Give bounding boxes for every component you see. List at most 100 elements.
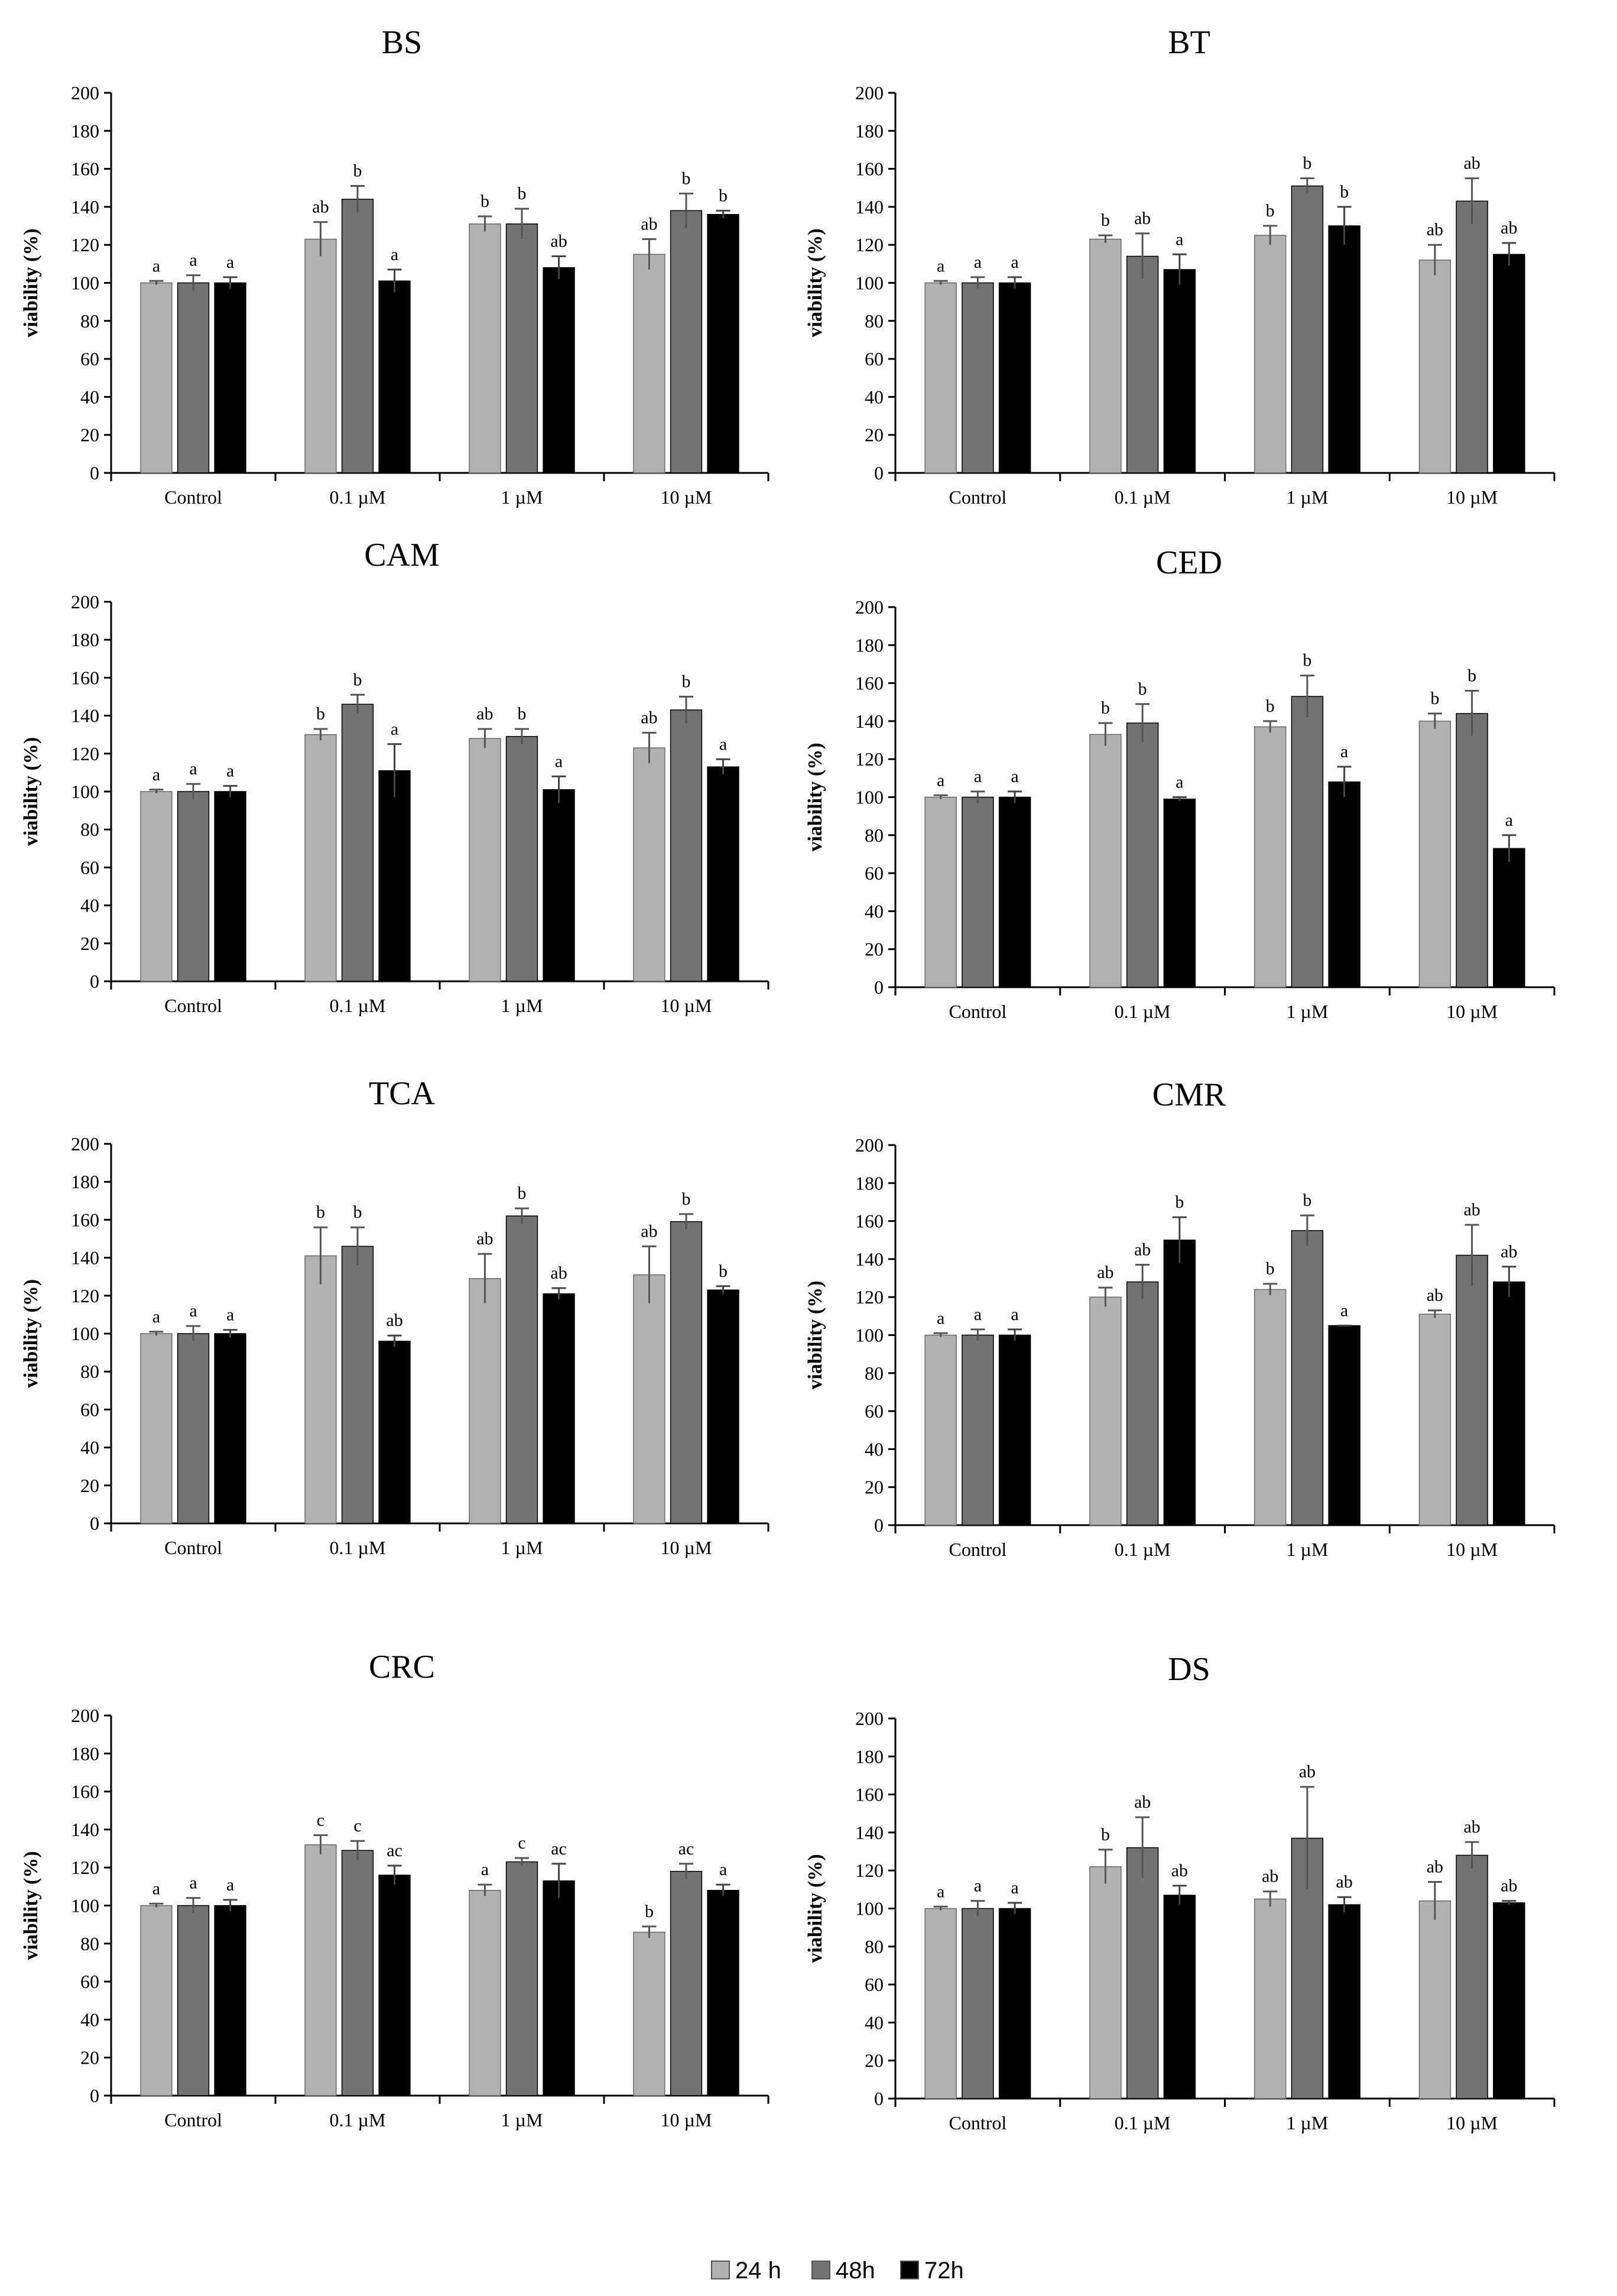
significance-letter: b — [316, 1202, 325, 1222]
y-tick-label: 120 — [855, 1860, 884, 1881]
bar-48h — [505, 736, 538, 982]
x-tick-label: 1 µM — [1286, 487, 1328, 508]
bar-24h — [924, 1908, 957, 2099]
significance-letter: ab — [641, 215, 657, 234]
y-axis-label: viability (%) — [20, 228, 42, 337]
bar-72h — [1328, 1325, 1361, 1526]
y-tick-label: 80 — [865, 1363, 884, 1384]
y-tick-label: 140 — [71, 1247, 99, 1269]
y-tick-label: 40 — [80, 895, 99, 916]
bar-48h — [341, 1246, 374, 1524]
bar-24h — [1254, 235, 1287, 474]
significance-letter: a — [189, 251, 197, 270]
chart-title: DS — [1168, 1651, 1210, 1688]
significance-letter: b — [719, 186, 728, 205]
x-tick-label: 0.1 µM — [330, 2109, 386, 2130]
bar-24h — [1089, 734, 1122, 988]
y-tick-label: 60 — [865, 348, 884, 369]
y-tick-label: 160 — [855, 673, 884, 694]
y-tick-label: 120 — [71, 234, 99, 255]
x-tick-label: 1 µM — [501, 995, 543, 1016]
bar-72h — [543, 789, 575, 982]
significance-letter: ab — [1171, 1861, 1188, 1880]
x-tick-label: Control — [164, 1537, 222, 1558]
y-tick-label: 80 — [865, 1936, 884, 1957]
y-tick-label: 200 — [71, 82, 99, 103]
bar-72h — [1163, 269, 1196, 474]
y-tick-label: 140 — [71, 705, 99, 727]
significance-letter: a — [481, 1860, 489, 1879]
y-tick-label: 60 — [80, 348, 99, 369]
significance-letter: a — [974, 252, 982, 272]
bar-24h — [1418, 1314, 1452, 1526]
significance-letter: a — [719, 734, 727, 754]
bar-72h — [543, 1293, 575, 1524]
significance-letter: ab — [1134, 1792, 1151, 1812]
bar-24h — [633, 747, 665, 982]
y-tick-label: 200 — [855, 1708, 884, 1729]
bar-72h — [214, 1905, 246, 2096]
bar-72h — [214, 791, 246, 982]
bar-24h — [1418, 260, 1452, 474]
y-tick-label: 0 — [90, 462, 99, 484]
y-tick-label: 160 — [855, 1784, 884, 1805]
significance-letter: b — [480, 192, 489, 211]
y-tick-label: 120 — [71, 1857, 99, 1878]
bar-48h — [177, 1333, 210, 1524]
y-tick-label: 140 — [71, 196, 99, 218]
chart-panel-tca: TCA viability (%) 0 20 40 60 80 100 120 140 160 180… — [20, 1075, 769, 1558]
y-tick-label: 100 — [855, 1325, 884, 1346]
significance-letter: a — [937, 1308, 944, 1328]
y-tick-label: 200 — [855, 1134, 884, 1156]
bar-24h — [304, 1844, 337, 2096]
bar-48h — [1126, 255, 1159, 474]
x-tick-label: 0.1 µM — [330, 995, 386, 1016]
y-tick-label: 0 — [874, 2088, 884, 2109]
significance-letter: b — [682, 168, 691, 188]
bar-72h — [1163, 1895, 1196, 2099]
significance-letter: ab — [1501, 1242, 1517, 1261]
y-axis-label: viability (%) — [804, 1280, 826, 1389]
y-axis-label: viability (%) — [804, 742, 826, 851]
significance-letter: b — [1430, 689, 1439, 708]
bar-48h — [1456, 713, 1488, 988]
chart-title: CAM — [364, 537, 440, 573]
significance-letter: b — [518, 1183, 527, 1203]
bar-48h — [962, 796, 994, 988]
significance-letter: a — [189, 1873, 197, 1893]
x-tick-label: 1 µM — [1286, 1001, 1328, 1022]
y-tick-label: 180 — [71, 120, 99, 141]
bar-48h — [177, 282, 210, 474]
bar-24h — [140, 282, 173, 474]
y-tick-label: 80 — [80, 1361, 99, 1382]
bar-24h — [924, 1334, 957, 1526]
bar-72h — [214, 282, 246, 474]
significance-letter: ab — [1427, 1857, 1443, 1876]
chart-panel-bt: BT viability (%) 0 20 40 60 80 100 120 140 160 180 2… — [804, 24, 1556, 508]
bar-48h — [1291, 1230, 1324, 1526]
bar-24h — [469, 223, 501, 474]
significance-letter: b — [1340, 182, 1349, 202]
bar-24h — [469, 1278, 501, 1524]
bar-48h — [341, 199, 374, 474]
bar-72h — [1493, 254, 1525, 474]
y-tick-label: 200 — [71, 1133, 99, 1155]
y-tick-label: 80 — [80, 819, 99, 840]
x-tick-label: 0.1 µM — [330, 487, 386, 508]
significance-letter: ab — [1463, 1200, 1480, 1220]
y-tick-label: 140 — [71, 1819, 99, 1840]
chart-title: TCA — [369, 1075, 436, 1112]
y-tick-label: 40 — [865, 2012, 884, 2033]
chart-title: CRC — [369, 1649, 435, 1685]
bar-72h — [1328, 225, 1361, 474]
y-tick-label: 120 — [71, 1285, 99, 1306]
bar-24h — [1089, 1296, 1122, 1526]
bar-24h — [304, 734, 337, 982]
y-tick-label: 100 — [855, 273, 884, 294]
y-tick-label: 100 — [71, 273, 99, 294]
y-tick-label: 100 — [71, 1323, 99, 1344]
legend-swatch-72h — [900, 2261, 919, 2279]
bar-48h — [1456, 1854, 1488, 2099]
y-tick-label: 20 — [80, 933, 99, 954]
